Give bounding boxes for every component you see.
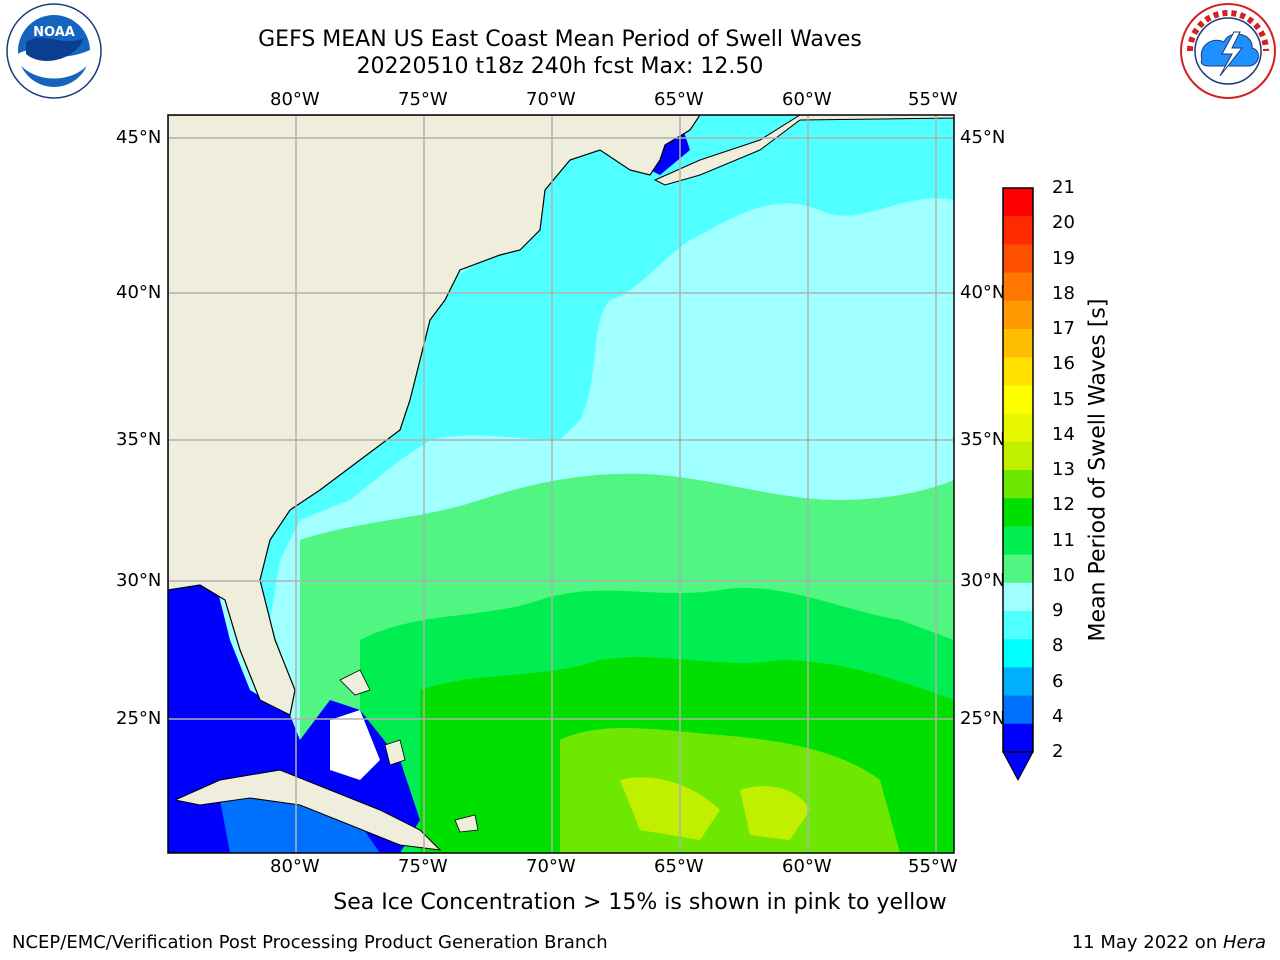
lon-label-bottom: 60°W	[782, 856, 832, 877]
lon-label-top: 70°W	[526, 89, 576, 110]
lat-label-right: 40°N	[960, 282, 1006, 303]
colorbar-tick-label: 13	[1052, 459, 1075, 480]
map-gridlines	[168, 115, 954, 853]
colorbar-swatch	[1003, 695, 1033, 725]
colorbar-swatch	[1003, 723, 1033, 753]
sea-ice-caption: Sea Ice Concentration > 15% is shown in …	[333, 890, 947, 915]
colorbar-tick-label: 9	[1052, 600, 1064, 621]
colorbar-swatch	[1003, 357, 1033, 386]
lon-label-bottom: 55°W	[908, 856, 958, 877]
footer-date-text: 11 May 2022 on	[1071, 932, 1223, 953]
colorbar-swatch	[1003, 667, 1033, 697]
colorbar-tick-label: 20	[1052, 212, 1075, 234]
colorbar-tick-label: 21	[1052, 177, 1075, 198]
colorbar-swatch	[1003, 413, 1033, 443]
lat-label-left: 30°N	[116, 570, 162, 591]
footer-date: 11 May 2022 on Hera	[1072, 932, 1266, 953]
map-frame	[167, 114, 955, 854]
colorbar-label: Mean Period of Swell Waves [s]	[1085, 298, 1111, 642]
bahamas-island-a	[339, 669, 371, 696]
nws-logo-icon	[1180, 3, 1276, 99]
bahamas-bank-blank	[330, 710, 380, 780]
bahamas-island-b	[384, 739, 406, 766]
map-canvas	[167, 114, 955, 854]
colorbar-tick-label: 4	[1052, 705, 1064, 727]
footer-host: Hera	[1222, 932, 1266, 953]
colorbar-swatch	[1003, 272, 1033, 302]
footer-credit: NCEP/EMC/Verification Post Processing Pr…	[12, 932, 608, 953]
colorbar-tick-label: 6	[1052, 670, 1064, 692]
lat-label-left: 35°N	[116, 429, 162, 450]
colorbar-swatch	[1003, 385, 1033, 415]
noaa-logo-text: NOAA	[33, 25, 75, 40]
colorbar-swatch	[1003, 470, 1033, 499]
map-field	[168, 115, 954, 853]
colorbar-tick-label: 10	[1052, 564, 1075, 586]
lon-label-bottom: 70°W	[526, 856, 576, 877]
lat-label-left: 25°N	[116, 708, 162, 729]
map-title: GEFS MEAN US East Coast Mean Period of S…	[258, 27, 862, 52]
lon-label-bottom: 65°W	[654, 856, 704, 877]
lat-label-right: 30°N	[960, 570, 1006, 591]
lat-label-left: 45°N	[116, 127, 162, 148]
us-east-coast-land	[168, 115, 701, 716]
colorbar-swatch	[1003, 526, 1033, 556]
lon-label-top: 80°W	[270, 89, 320, 110]
gulf-4-6s	[220, 790, 380, 853]
lon-label-bottom: 75°W	[398, 856, 448, 877]
lon-label-top: 60°W	[782, 89, 832, 110]
colorbar	[1002, 187, 1034, 782]
colorbar-tick-label: 19	[1052, 247, 1075, 269]
colorbar-swatch	[1003, 441, 1033, 471]
cuba-land	[173, 769, 442, 851]
colorbar-tick-label: 18	[1052, 282, 1075, 304]
colorbar-swatch	[1003, 216, 1033, 245]
ocean-13s-patch-b	[740, 786, 810, 840]
colorbar-swatch	[1003, 554, 1033, 584]
colorbar-swatch	[1003, 244, 1033, 274]
colorbar-swatch	[1003, 582, 1033, 612]
lon-label-top: 55°W	[908, 89, 958, 110]
colorbar-swatch	[1003, 639, 1033, 668]
puerto-rico-land	[454, 814, 479, 833]
colorbar-extend-arrow	[1002, 751, 1034, 782]
colorbar-tick-label: 2	[1052, 741, 1064, 762]
lat-label-right: 35°N	[960, 429, 1006, 450]
colorbar-tick-label: 11	[1052, 529, 1075, 551]
lat-label-right: 25°N	[960, 708, 1006, 729]
colorbar-swatch	[1003, 611, 1033, 640]
lat-label-left: 40°N	[116, 282, 162, 303]
nova-scotia-land	[653, 115, 954, 186]
noaa-logo-icon: NOAA	[6, 3, 102, 99]
colorbar-tick-label: 17	[1052, 318, 1075, 339]
colorbar-tick-label: 8	[1052, 635, 1064, 657]
colorbar-tick-label: 14	[1052, 423, 1075, 445]
colorbar-swatch	[1003, 188, 1033, 217]
lon-label-bottom: 80°W	[270, 856, 320, 877]
colorbar-tick-label: 12	[1052, 494, 1075, 516]
colorbar-swatch	[1003, 300, 1033, 330]
lon-label-top: 75°W	[398, 89, 448, 110]
map-subtitle: 20220510 t18z 240h fcst Max: 12.50	[356, 54, 764, 79]
colorbar-tick-label: 15	[1052, 388, 1075, 410]
ocean-13s-patch-a	[620, 777, 720, 840]
colorbar-swatch	[1003, 498, 1033, 527]
lat-label-right: 45°N	[960, 127, 1006, 148]
lon-label-top: 65°W	[654, 89, 704, 110]
colorbar-swatch	[1003, 329, 1033, 358]
colorbar-tick-label: 16	[1052, 353, 1075, 375]
colorbar-frame	[1002, 187, 1034, 753]
